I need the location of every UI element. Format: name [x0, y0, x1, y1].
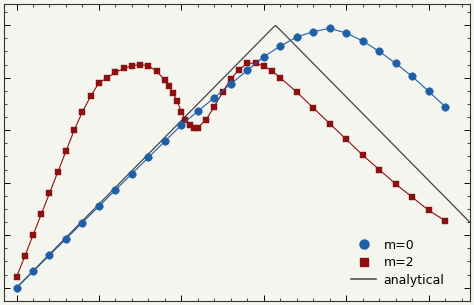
Legend: m=0, m=2, analytical: m=0, m=2, analytical — [346, 234, 450, 292]
